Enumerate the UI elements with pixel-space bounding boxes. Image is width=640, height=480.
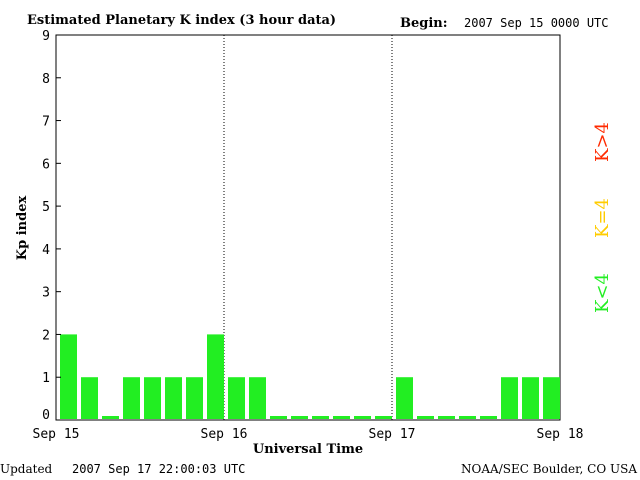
kp-bar — [480, 416, 497, 419]
x-tick-label: Sep 18 — [537, 427, 584, 442]
kp-bar — [501, 377, 518, 419]
kp-bar — [186, 377, 203, 419]
kp-bar — [333, 416, 350, 419]
y-axis-label: Kp index — [15, 196, 30, 261]
kp-bar — [165, 377, 182, 419]
x-axis-ticks: Sep 15 Sep 16 Sep 17 Sep 18 — [33, 427, 584, 442]
kp-bar — [312, 416, 329, 419]
source-label: NOAA/SEC Boulder, CO USA — [461, 462, 637, 476]
kp-bar — [270, 416, 287, 419]
x-tick-label: Sep 15 — [33, 427, 80, 442]
kp-bar — [459, 416, 476, 419]
bar-series — [60, 334, 560, 419]
kp-bar — [228, 377, 245, 419]
y-axis-ticks: 0 1 2 3 4 5 6 7 8 9 — [42, 29, 61, 423]
legend: K>4 K=4 K<4 — [592, 122, 613, 313]
updated-value: 2007 Sep 17 22:00:03 UTC — [72, 462, 245, 476]
kp-bar — [207, 334, 224, 419]
kp-bar — [81, 377, 98, 419]
kp-bar — [375, 416, 392, 419]
legend-k-greater-4: K>4 — [592, 122, 613, 162]
x-axis-label: Universal Time — [253, 442, 363, 457]
kp-bar — [438, 416, 455, 419]
y-tick-label: 6 — [42, 157, 50, 172]
chart-title: Estimated Planetary K index (3 hour data… — [27, 13, 336, 28]
y-tick-label: 0 — [42, 408, 50, 423]
y-tick-label: 5 — [42, 200, 50, 215]
x-tick-label: Sep 17 — [369, 427, 416, 442]
kp-bar — [291, 416, 308, 419]
y-tick-label: 4 — [42, 243, 50, 258]
kp-bar — [123, 377, 140, 419]
y-tick-label: 1 — [42, 371, 50, 386]
kp-bar — [144, 377, 161, 419]
legend-k-equal-4: K=4 — [592, 198, 613, 238]
x-tick-label: Sep 16 — [201, 427, 248, 442]
y-tick-label: 2 — [42, 328, 50, 343]
kp-bar — [543, 377, 560, 419]
begin-label: Begin: — [400, 16, 448, 31]
kp-bar — [354, 416, 371, 419]
y-tick-label: 3 — [42, 286, 50, 301]
begin-value: 2007 Sep 15 0000 UTC — [464, 16, 609, 30]
kp-bar — [396, 377, 413, 419]
y-tick-label: 7 — [42, 115, 50, 130]
kp-bar — [417, 416, 434, 419]
legend-k-less-4: K<4 — [592, 273, 613, 313]
updated-label: Updated — [0, 462, 53, 476]
kp-bar — [249, 377, 266, 419]
day-separators — [223, 35, 393, 420]
kp-bar — [522, 377, 539, 419]
kp-bar — [60, 334, 77, 419]
y-tick-label: 9 — [42, 29, 50, 44]
kp-bar — [102, 416, 119, 419]
y-tick-label: 8 — [42, 72, 50, 87]
plot-frame — [55, 34, 561, 421]
